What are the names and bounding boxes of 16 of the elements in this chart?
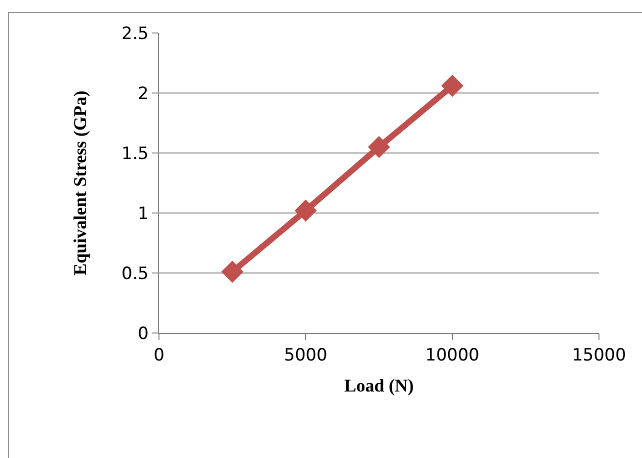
x-tick-label: 5000 xyxy=(284,345,328,366)
point xyxy=(221,260,244,283)
y-tick-label: 0.5 xyxy=(122,264,149,284)
x-tick-label: 0 xyxy=(154,345,164,366)
x-tick-label: 15000 xyxy=(572,345,626,366)
y-tick-label: 2 xyxy=(138,84,149,104)
y-tick-label: 0 xyxy=(138,324,149,344)
point xyxy=(294,200,317,222)
point xyxy=(368,136,390,158)
y-tick-label: 2.5 xyxy=(122,24,149,44)
y-tick-label: 1 xyxy=(138,204,149,224)
x-tick-label: 10000 xyxy=(425,345,480,366)
x-axis-title: Load (N) xyxy=(344,376,414,396)
y-axis-title: Equivalent Stress (GPa) xyxy=(70,90,90,276)
point xyxy=(441,74,464,97)
y-tick-label: 1.5 xyxy=(122,144,149,164)
